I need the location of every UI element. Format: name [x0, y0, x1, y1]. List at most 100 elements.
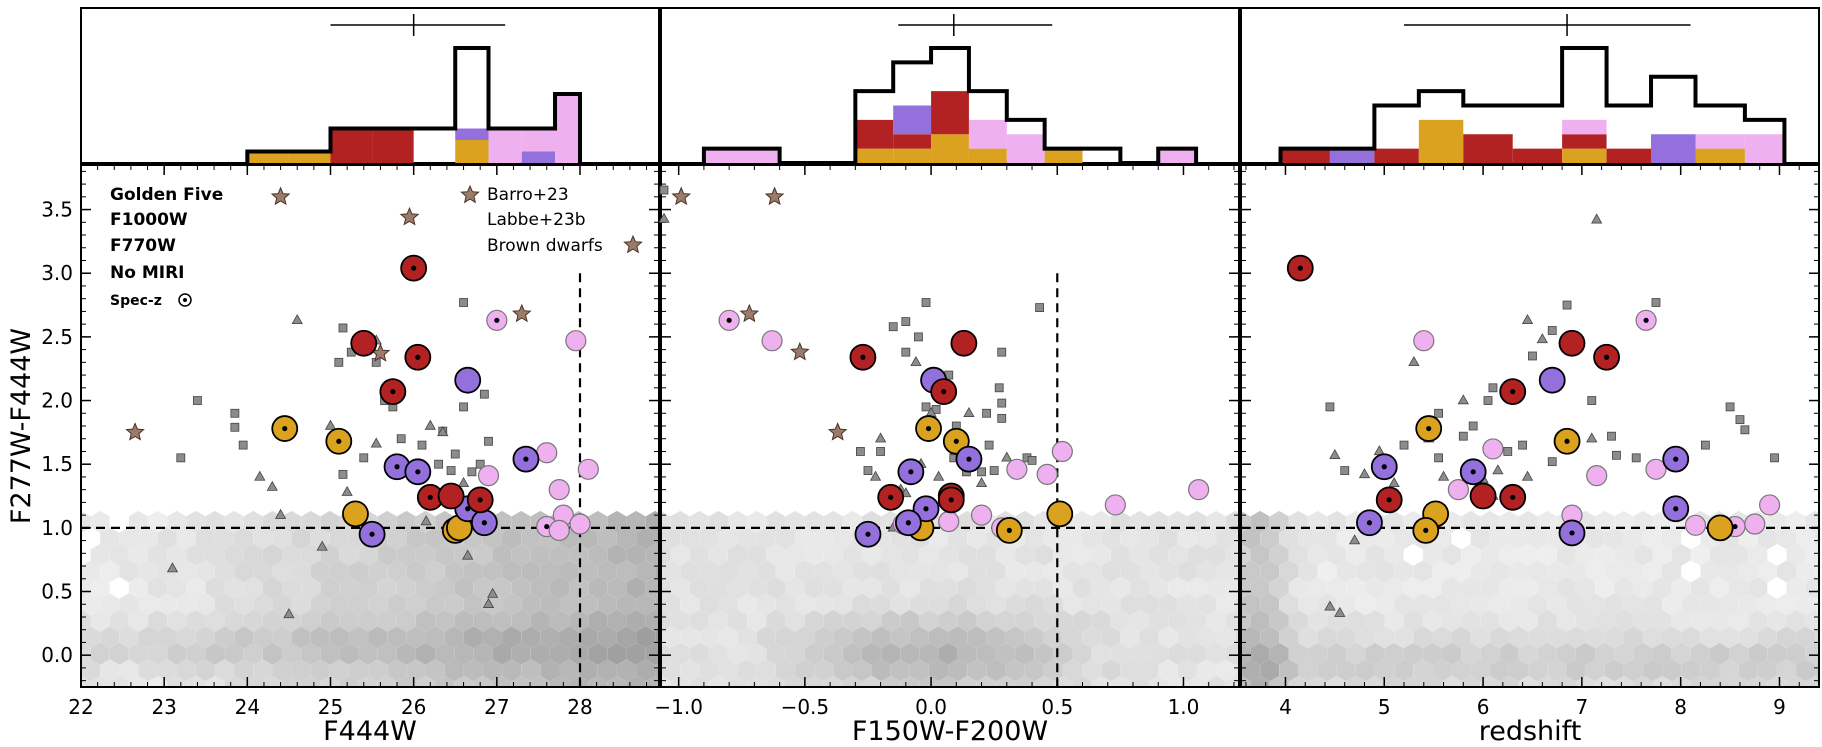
legend-barro-marker — [659, 185, 669, 195]
hexbin-cell — [1537, 642, 1557, 665]
hexbin-cell — [670, 675, 690, 687]
hexbin-cell — [1072, 642, 1092, 665]
hexbin-cell — [1120, 659, 1140, 682]
hexbin-density — [1241, 510, 1819, 687]
hexbin-cell — [1158, 593, 1178, 616]
hexbin-cell — [617, 593, 636, 616]
labbe-point — [1358, 468, 1371, 479]
hexbin-cell — [737, 560, 757, 583]
hexbin-cell — [205, 543, 225, 566]
hexbin-cell — [502, 593, 522, 616]
hexbin-cell — [1767, 609, 1787, 632]
hexbin-cell — [301, 642, 321, 665]
histogram-panel-1 — [80, 7, 660, 164]
hexbin-cell — [215, 593, 235, 616]
hexbin-cell — [176, 593, 196, 616]
legend-f770w: F770W — [110, 236, 176, 256]
specz-dot — [465, 506, 471, 512]
hexbin-cell — [1250, 576, 1270, 599]
hexbin-cell — [1063, 593, 1082, 616]
hexbin-cell — [1623, 593, 1643, 616]
point-no_miri — [1684, 514, 1707, 536]
barro-point — [1483, 396, 1493, 405]
hexbin-cell — [909, 659, 929, 682]
hexbin-cell — [1499, 543, 1519, 566]
hexbin-cell — [996, 609, 1015, 632]
hexbin-cell — [559, 560, 579, 583]
barro-point — [1612, 450, 1621, 460]
barro-point — [1399, 440, 1409, 450]
scatter-panel-2: −1.0 −0.5 0.0 0.5 1.0 F150W-F200W — [654, 164, 1240, 747]
histogram-bar-f1000w — [1280, 148, 1330, 163]
hexbin-cell — [976, 642, 996, 665]
hexbin-cell — [157, 527, 177, 550]
labbe-point — [291, 314, 303, 325]
barro-point — [1528, 351, 1537, 361]
hexbin-cell — [976, 576, 996, 599]
hexbin-cell — [1786, 576, 1806, 599]
hexbin-cell — [938, 609, 958, 632]
hexbin-cell — [1690, 609, 1710, 632]
hexbin-cell — [1317, 527, 1337, 550]
labbe-point — [370, 437, 382, 448]
specz-dot — [1366, 520, 1373, 526]
hexbin-cell — [881, 576, 901, 599]
histogram-bar-f1000w — [931, 91, 969, 135]
point-golden_five — [342, 500, 369, 528]
labbe-point — [975, 476, 988, 487]
labbe-point — [274, 508, 287, 519]
hexbin-cell — [569, 576, 589, 599]
hexbin-cell — [626, 576, 646, 599]
hexbin-cell — [186, 609, 206, 632]
hexbin-cell — [1461, 642, 1481, 665]
hexbin-cell — [1585, 593, 1605, 616]
hexbin-cell — [795, 527, 815, 550]
hexbin-cell — [1422, 642, 1442, 665]
hexbin-cell — [454, 609, 474, 632]
specz-dot — [925, 425, 932, 432]
hexbin-cell — [483, 626, 502, 649]
hexbin-cell — [186, 675, 206, 687]
hexbin-cell — [329, 527, 349, 550]
hexbin-cell — [358, 576, 378, 599]
hexbin-cell — [1187, 543, 1207, 566]
specz-dot — [908, 469, 914, 475]
hexbin-cell — [521, 560, 541, 583]
hexbin-cell — [1225, 576, 1239, 599]
hexbin-cell — [1034, 642, 1054, 665]
hexbin-cell — [588, 675, 608, 687]
hexbin-cell — [1015, 609, 1035, 632]
hexbin-cell — [1786, 642, 1806, 665]
specz-dot — [1510, 389, 1516, 395]
hexbin-cell — [81, 659, 101, 682]
hexbin-cell — [1528, 593, 1548, 616]
hexbin-cell — [996, 675, 1015, 687]
hexbin-cell — [1110, 543, 1130, 566]
hexbin-cell — [1738, 659, 1758, 682]
hexbin-cell — [243, 576, 263, 599]
hexbin-cell — [1700, 560, 1720, 583]
hexbin-cell — [1187, 642, 1207, 665]
x-tick-label: 23 — [151, 695, 176, 719]
hexbin-cell — [425, 626, 445, 649]
hexbin-cell — [243, 642, 263, 665]
hexbin-cell — [1595, 642, 1615, 665]
hexbin-cell — [387, 659, 407, 682]
hexbin-cell — [511, 675, 531, 687]
hexbin-cell — [1177, 593, 1197, 616]
histogram-bar-no_miri — [1695, 134, 1745, 149]
hexbin-cell — [718, 626, 738, 649]
hexbin-cell — [569, 609, 589, 632]
hexbin-cell — [416, 642, 435, 665]
hexbin-cell — [881, 609, 901, 632]
brown-dwarf-point — [399, 206, 420, 226]
hexbin-cell — [1566, 626, 1586, 649]
hexbin-cell — [502, 626, 522, 649]
x-tick-label: 25 — [318, 695, 343, 719]
hexbin-cell — [1384, 543, 1404, 566]
hexbin-cell — [617, 527, 636, 550]
hexbin-cell — [680, 527, 700, 550]
hexbin-cell — [1288, 642, 1308, 665]
hexbin-cell — [1110, 642, 1130, 665]
